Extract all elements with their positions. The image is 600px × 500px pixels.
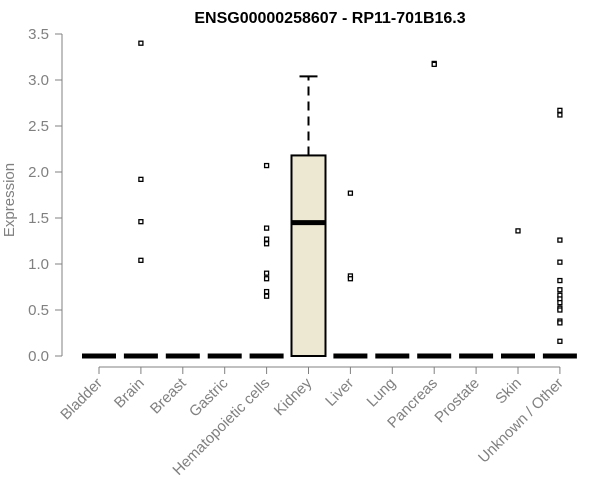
outlier-point [263, 225, 270, 231]
outlier-point [263, 276, 270, 282]
outlier-point [138, 257, 144, 263]
y-tick-label: 0.0 [28, 348, 49, 365]
outlier-point [347, 276, 354, 282]
y-tick-label: 3.0 [28, 72, 49, 89]
outlier-point [138, 176, 144, 183]
outlier-point [263, 241, 270, 247]
x-tick-label: Prostate [431, 375, 483, 427]
box-body [290, 154, 327, 357]
outlier-point [263, 293, 270, 299]
outlier-point [557, 307, 563, 313]
x-tick-label: Bladder [57, 375, 106, 424]
outlier-point [263, 162, 270, 169]
outlier-point [431, 61, 437, 68]
box-group [123, 40, 158, 359]
y-tick-label: 3.5 [28, 26, 49, 43]
plot-area [82, 40, 577, 359]
y-tick-label: 2.0 [28, 164, 49, 181]
outlier-point [138, 40, 144, 46]
chart-title: ENSG00000258607 - RP11-701B16.3 [194, 10, 465, 27]
box-group [417, 60, 452, 359]
y-tick-label: 1.0 [28, 256, 49, 273]
outlier-point [138, 219, 144, 225]
outlier-point [557, 277, 563, 284]
outlier-point [347, 190, 354, 196]
outlier-point [557, 237, 563, 243]
y-tick-label: 2.5 [28, 118, 49, 135]
y-axis: 0.0 0.5 1.0 1.5 2.0 2.5 3.0 3.5 [28, 26, 63, 365]
x-tick-label: Brain [111, 375, 148, 412]
x-tick-label: Skin [492, 375, 525, 408]
box-group [542, 107, 577, 359]
outlier-point [263, 270, 270, 276]
outlier-point [557, 320, 563, 326]
outlier-point [263, 288, 270, 295]
outlier-point [557, 299, 563, 306]
outlier-point [515, 228, 521, 234]
outlier-point [557, 259, 563, 265]
outlier-point [557, 112, 563, 118]
box-group [290, 75, 327, 357]
y-tick-label: 0.5 [28, 302, 49, 319]
outlier-point [557, 287, 563, 293]
outlier-point [557, 338, 563, 344]
outlier-point [557, 107, 563, 114]
y-tick-label: 1.5 [28, 210, 49, 227]
x-tick-label: Lung [364, 375, 400, 411]
y-axis-label: Expression [1, 163, 18, 237]
box-group [249, 162, 284, 359]
box-group [333, 190, 368, 359]
box-group [501, 228, 535, 359]
x-tick-label: Breast [147, 374, 190, 417]
x-tick-label: Kidney [271, 374, 316, 419]
outlier-point [263, 236, 270, 242]
x-tick-label: Liver [322, 375, 357, 410]
